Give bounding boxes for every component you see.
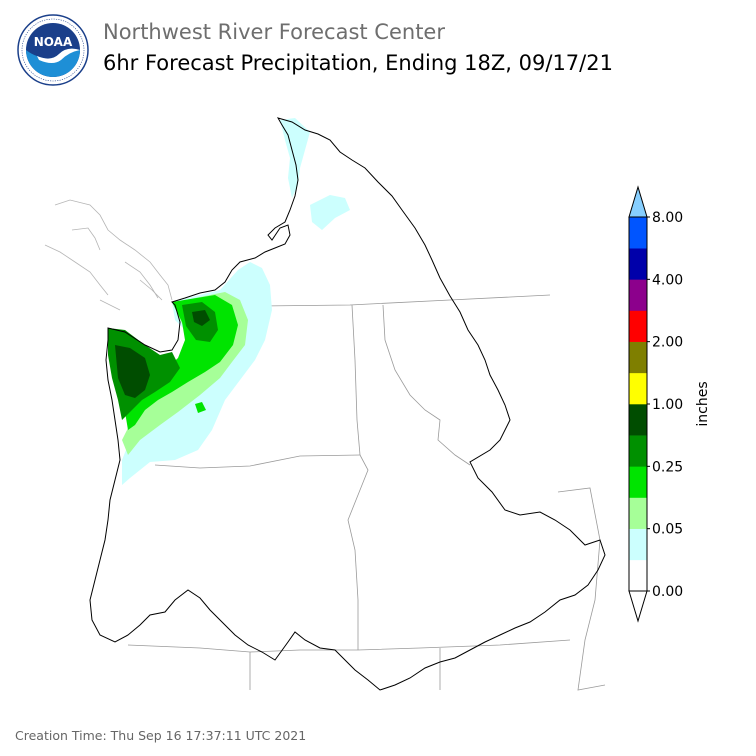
- noaa-logo: NOAA: [17, 14, 89, 86]
- colorbar-bin: [629, 279, 647, 311]
- colorbar-tick-label: 4.00: [652, 272, 683, 288]
- colorbar-bin: [629, 528, 647, 561]
- colorbar-bin: [629, 372, 647, 405]
- precip-very-heavy-area: [115, 310, 210, 398]
- colorbar-bin: [629, 310, 647, 342]
- colorbar-over-arrow: [628, 185, 648, 218]
- page-subtitle: 6hr Forecast Precipitation, Ending 18Z, …: [103, 51, 613, 75]
- colorbar-bin: [629, 341, 647, 374]
- colorbar-bin: [629, 466, 647, 498]
- colorbar-bin: [629, 248, 647, 280]
- colorbar-tick-label: 0.25: [652, 459, 683, 475]
- colorbar-tick-label: 8.00: [652, 210, 683, 226]
- colorbar-bin: [629, 217, 647, 249]
- colorbar-bins: [629, 217, 647, 592]
- colorbar-bin: [629, 497, 647, 529]
- colorbar-tick-label: 1.00: [652, 397, 683, 413]
- colorbar-tick-label: 2.00: [652, 335, 683, 351]
- page-title: Northwest River Forecast Center: [103, 20, 445, 44]
- colorbar-bin: [629, 435, 647, 467]
- colorbar-tick-label: 0.05: [652, 522, 683, 538]
- colorbar-under-arrow: [628, 590, 648, 623]
- forecast-area-boundary: [89, 117, 606, 691]
- colorbar-bin: [629, 404, 647, 436]
- colorbar-unit-label: inches: [695, 381, 711, 426]
- colorbar-tick-label: 0.00: [652, 584, 683, 600]
- colorbar-bin: [629, 559, 647, 592]
- coastline-canada: [44, 199, 173, 311]
- creation-time: Creation Time: Thu Sep 16 17:37:11 UTC 2…: [15, 728, 307, 743]
- noaa-logo-text: NOAA: [34, 35, 73, 49]
- colorbar-ticks: 0.00 0.05 0.25 1.00 2.00 4.00 8.00: [647, 210, 683, 600]
